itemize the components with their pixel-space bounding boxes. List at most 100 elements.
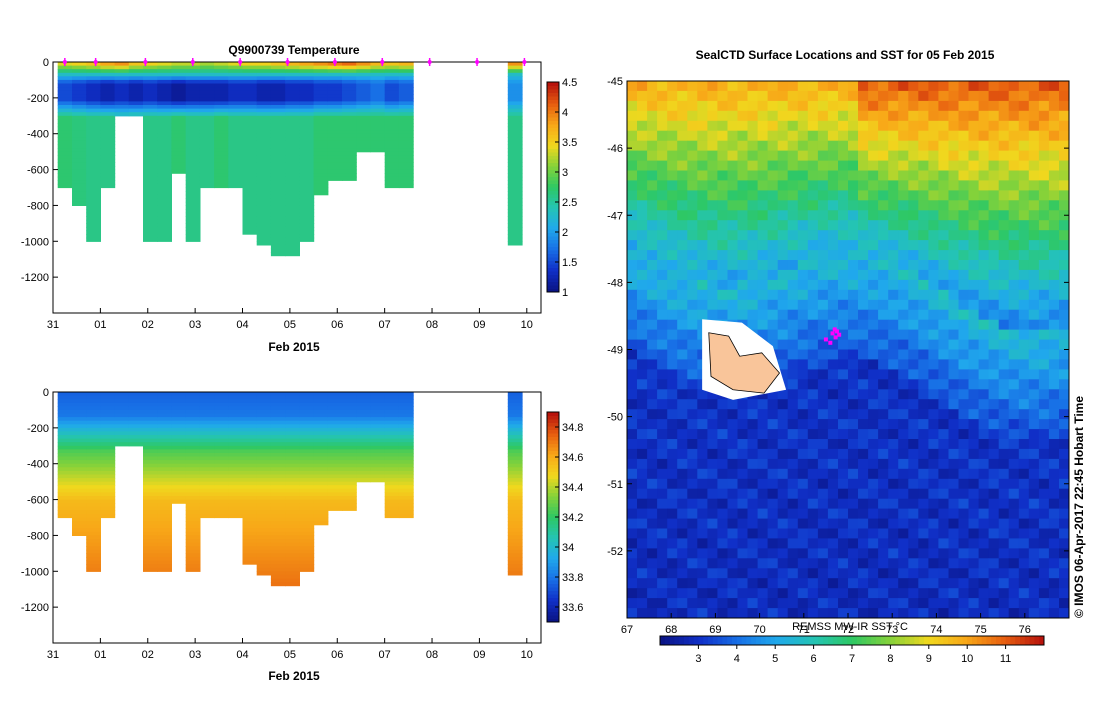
section-cell xyxy=(299,212,315,217)
sst-cell xyxy=(707,558,718,569)
section-cell xyxy=(228,445,244,450)
sst-cell xyxy=(998,319,1010,331)
section-cell xyxy=(384,176,400,181)
section-cell xyxy=(398,115,414,120)
section-cell xyxy=(214,474,229,479)
section-cell xyxy=(242,392,258,397)
section-cell xyxy=(356,148,371,153)
section-cell xyxy=(57,166,73,171)
section-cell xyxy=(214,481,229,486)
sst-cell xyxy=(637,329,648,340)
section-cell xyxy=(398,148,414,153)
sst-cell xyxy=(727,419,738,430)
sst-cell xyxy=(898,498,909,510)
section-cell xyxy=(327,173,343,178)
sst-cell xyxy=(727,448,738,460)
x-tick-label: 08 xyxy=(426,649,438,661)
sst-cell xyxy=(1048,399,1060,410)
sst-cell xyxy=(978,230,990,241)
section-cell xyxy=(86,112,101,117)
section-cell xyxy=(313,399,329,404)
section-cell xyxy=(299,148,315,153)
sst-cell xyxy=(1018,429,1030,440)
sst-cell xyxy=(807,598,819,609)
section-cell xyxy=(256,564,272,569)
section-cell xyxy=(507,72,523,77)
sst-cell xyxy=(968,100,979,112)
sst-cell xyxy=(777,359,789,370)
section-cell xyxy=(157,413,172,418)
sst-cell xyxy=(727,160,738,171)
section-cell xyxy=(185,237,201,242)
sst-cell xyxy=(878,359,889,370)
section-cell xyxy=(507,130,523,135)
sst-cell xyxy=(838,409,849,420)
sst-cell xyxy=(667,90,678,102)
sst-cell xyxy=(757,260,769,271)
colorbar-segment xyxy=(547,471,559,476)
section-cell xyxy=(384,409,400,415)
sst-cell xyxy=(1038,260,1050,271)
section-cell xyxy=(327,406,343,411)
sst-cell xyxy=(657,389,668,400)
sst-cell xyxy=(868,210,879,221)
sst-cell xyxy=(647,319,658,331)
sst-cell xyxy=(958,379,969,390)
section-cell xyxy=(143,556,158,562)
section-cell xyxy=(143,87,158,92)
section-cell xyxy=(384,69,400,74)
x-tick-label: 07 xyxy=(379,319,391,331)
sst-cell xyxy=(988,260,1000,271)
sst-cell xyxy=(727,210,738,221)
sst-cell xyxy=(647,598,658,609)
sst-cell xyxy=(1038,220,1050,231)
sst-cell xyxy=(1008,369,1020,380)
sst-cell xyxy=(637,429,648,440)
temperature-y-ticks: 0-200-400-600-800-1000-1200 xyxy=(21,57,58,284)
colorbar-tick-label: 34.4 xyxy=(562,482,583,494)
sst-cell xyxy=(888,468,899,480)
sst-cell xyxy=(968,90,979,102)
sst-cell xyxy=(858,389,869,400)
sst-colorbar-segment xyxy=(770,636,776,645)
sst-cell xyxy=(858,339,869,350)
sst-cell xyxy=(958,439,969,450)
sst-cell xyxy=(697,419,708,430)
section-cell xyxy=(327,126,343,131)
sst-cell xyxy=(827,548,839,559)
section-cell xyxy=(228,424,244,429)
section-cell xyxy=(313,173,329,178)
sst-cell xyxy=(1059,538,1070,549)
sst-cell xyxy=(637,120,648,132)
sst-cell xyxy=(858,369,869,380)
sst-cell xyxy=(1008,180,1020,191)
sst-cell xyxy=(697,269,708,281)
section-cell xyxy=(342,392,357,397)
section-cell xyxy=(185,158,201,163)
sst-cell xyxy=(848,299,859,311)
section-cell xyxy=(327,427,343,433)
section-cell xyxy=(100,90,116,95)
sst-cell xyxy=(958,250,969,261)
colorbar-segment xyxy=(547,517,559,521)
sst-cell xyxy=(888,349,899,360)
sst-cell xyxy=(1028,458,1040,470)
section-cell xyxy=(370,90,386,95)
sst-cell xyxy=(747,558,758,569)
section-cell xyxy=(256,183,272,189)
sst-cell xyxy=(767,399,779,410)
sst-cell xyxy=(908,180,919,191)
sst-cell xyxy=(757,319,769,331)
sst-cell xyxy=(807,279,819,291)
sst-cell xyxy=(848,488,859,500)
sst-colorbar-segment xyxy=(756,636,762,645)
sst-cell xyxy=(998,180,1010,191)
sst-cell xyxy=(838,160,849,171)
section-cell xyxy=(242,449,258,454)
sst-cell xyxy=(787,130,799,142)
sst-cell xyxy=(908,399,919,410)
sst-cell xyxy=(767,389,779,400)
colorbar-tick-label: 4.5 xyxy=(562,77,577,89)
sst-cell xyxy=(737,220,748,231)
salinity-xlabel: Feb 2015 xyxy=(268,669,320,683)
